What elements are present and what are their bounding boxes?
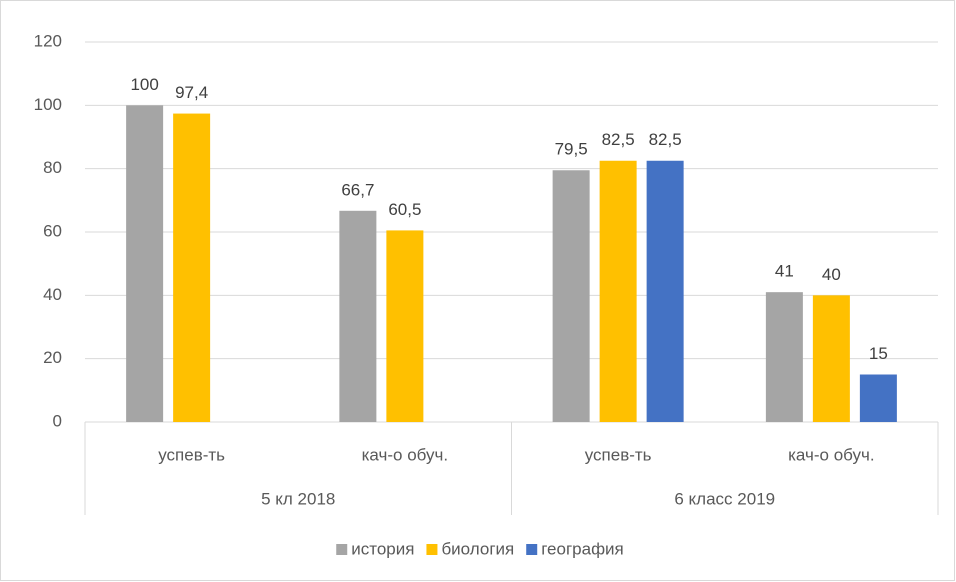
bar (646, 160, 684, 422)
bar (812, 295, 850, 422)
bar (859, 374, 897, 422)
group-label: 6 класс 2019 (674, 489, 775, 508)
x-tick-label: кач-о обуч. (362, 445, 449, 464)
y-tick-label: 100 (34, 95, 62, 114)
bar (173, 113, 211, 423)
bar (339, 210, 377, 422)
bar (599, 160, 637, 422)
legend-label: история (351, 539, 414, 558)
group-label: 5 кл 2018 (261, 489, 335, 508)
legend-label: география (541, 539, 624, 558)
y-tick-label: 40 (43, 285, 62, 304)
legend-swatch (426, 544, 438, 555)
y-tick-label: 80 (43, 158, 62, 177)
legend-swatch (336, 544, 348, 555)
data-label: 15 (869, 344, 888, 363)
data-label: 66,7 (341, 180, 374, 199)
bar (386, 230, 424, 422)
data-label: 97,4 (175, 83, 208, 102)
legend-swatch (526, 544, 538, 555)
x-tick-label: успев-ть (585, 445, 652, 464)
data-label: 82,5 (602, 130, 635, 149)
x-tick-label: кач-о обуч. (788, 445, 875, 464)
data-label: 82,5 (649, 130, 682, 149)
y-tick-label: 0 (53, 411, 62, 430)
y-tick-label: 60 (43, 221, 62, 240)
data-label: 60,5 (388, 200, 421, 219)
bar (765, 292, 803, 422)
x-tick-label: успев-ть (158, 445, 225, 464)
bar (126, 105, 164, 422)
y-tick-label: 120 (34, 31, 62, 50)
data-label: 41 (775, 262, 794, 281)
bar (552, 170, 590, 422)
data-label: 40 (822, 265, 841, 284)
legend-label: биология (441, 539, 514, 558)
data-label: 79,5 (555, 140, 588, 159)
data-label: 100 (130, 75, 158, 94)
y-tick-label: 20 (43, 348, 62, 367)
